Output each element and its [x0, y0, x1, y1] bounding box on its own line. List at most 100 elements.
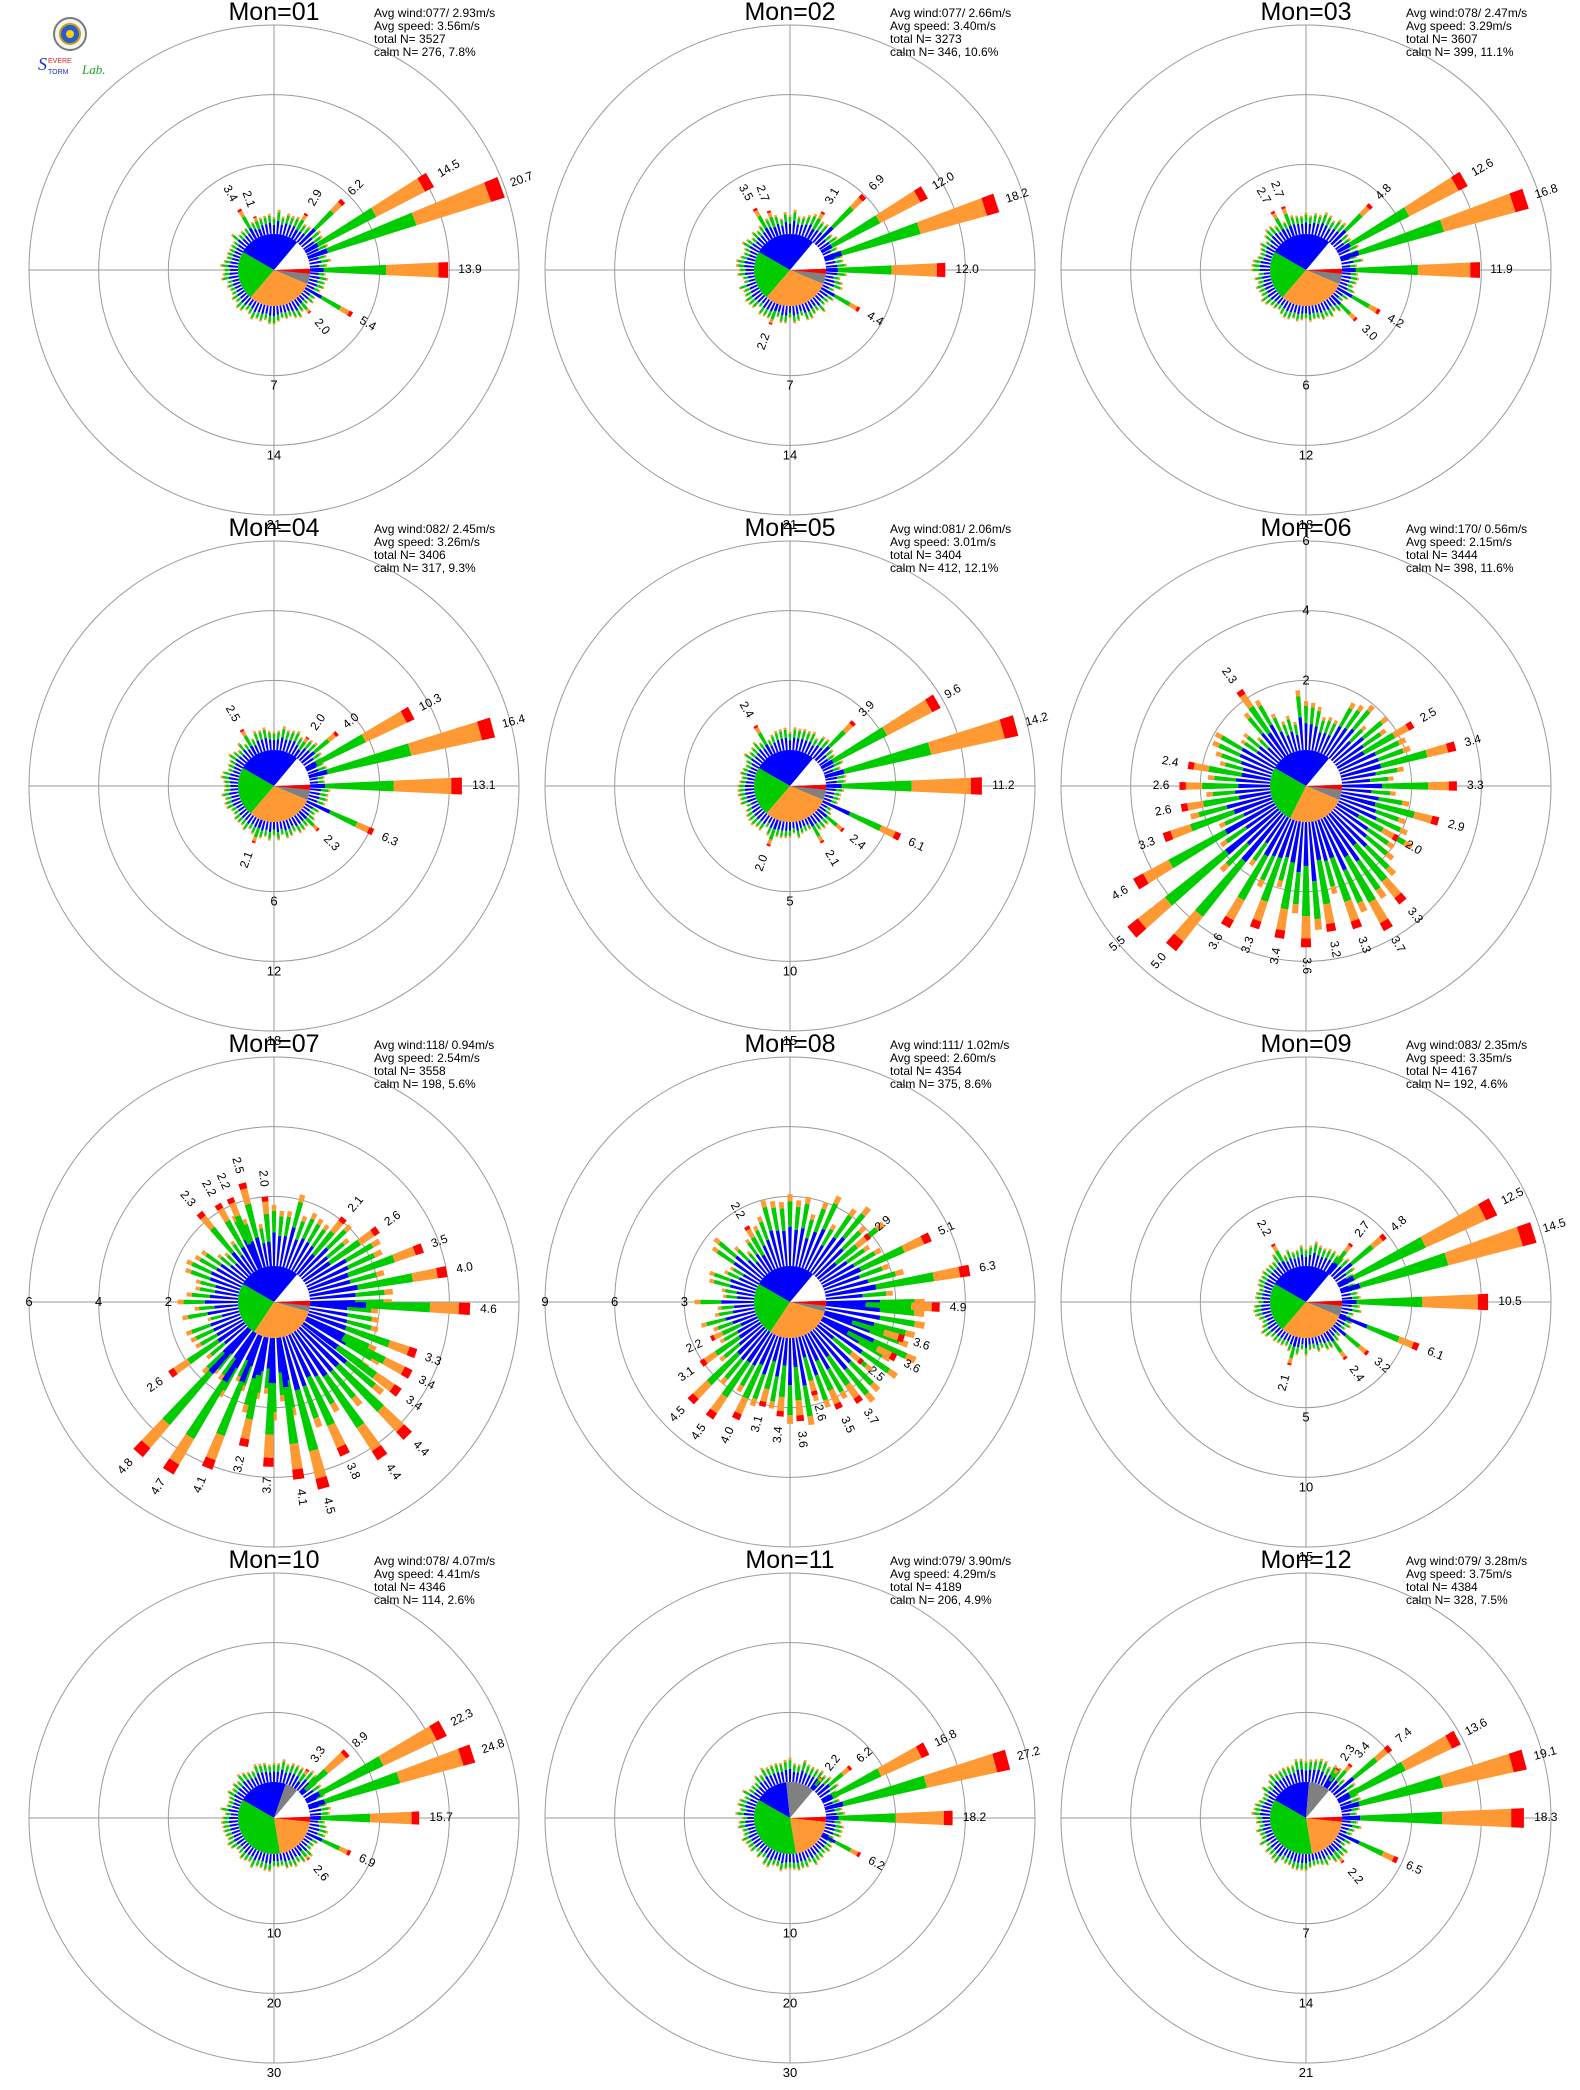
rose-bar: [195, 1342, 202, 1349]
rose-bar: [1338, 1832, 1360, 1845]
rose-bar: [824, 1310, 875, 1327]
rose-bar: [1355, 244, 1359, 248]
rose-bar: [737, 1326, 766, 1355]
rose-bar: [288, 302, 295, 312]
bar-value-label: 2.2: [684, 1336, 705, 1356]
rose-bar: [1353, 258, 1362, 263]
rose-bar: [759, 302, 764, 307]
rose-bar: [1242, 767, 1272, 778]
rose-bar: [1311, 222, 1316, 235]
rose-bar: [1358, 1796, 1361, 1801]
rose-bar: [769, 818, 776, 829]
stats-line: Avg speed: 4.29m/s: [890, 1567, 996, 1581]
rose-bar: [1323, 1259, 1332, 1272]
rose-bar: [1280, 861, 1295, 910]
svg-text:EVERE: EVERE: [48, 58, 72, 65]
rose-bar: [1392, 724, 1410, 739]
rose-bar: [811, 1766, 815, 1770]
rose-bar: [835, 788, 843, 792]
rose-bar: [304, 242, 319, 254]
rose-bar: [1381, 1851, 1395, 1862]
rose-bar: [300, 302, 308, 310]
rose-bar: [276, 832, 280, 839]
rose-bar: [477, 717, 496, 741]
rose-bar: [323, 1771, 401, 1804]
rose-bar: [1344, 1839, 1350, 1844]
rose-bar: [191, 1261, 213, 1275]
rose-bar: [795, 1228, 805, 1267]
center-pie-slice: [274, 758, 310, 786]
rose-bar: [818, 304, 825, 312]
rose-bar: [1254, 1314, 1257, 1317]
rose-bar: [1381, 827, 1395, 840]
rose-bar: [1311, 1769, 1316, 1783]
rose-bar: [709, 1278, 715, 1284]
rose-bar: [1352, 1829, 1355, 1833]
rose-bar: [807, 1776, 815, 1788]
rose-bar: [306, 1223, 321, 1244]
rose-bar: [259, 319, 262, 322]
stats-line: calm N= 206, 4.9%: [890, 1593, 992, 1607]
rose-bar: [1320, 1257, 1328, 1270]
rose-bar: [1281, 721, 1286, 726]
rose-bar: [243, 735, 253, 747]
rose-bar: [1203, 795, 1240, 808]
rose-bar: [1252, 259, 1255, 263]
rose-bar: [265, 1853, 269, 1864]
rose-bar: [1348, 1841, 1352, 1845]
rose-bar: [291, 1775, 300, 1788]
rose-bar: [788, 733, 792, 741]
rose-bar: [1259, 739, 1270, 750]
rose-bar: [1274, 1326, 1282, 1334]
rose-bar: [813, 1208, 827, 1233]
stats-line: total N= 3607: [1406, 32, 1478, 46]
rose-bar: [318, 1824, 326, 1829]
rose-bar: [220, 775, 223, 779]
rose-bar: [1253, 1812, 1260, 1816]
rose-bar: [1330, 1326, 1337, 1333]
rose-bar: [800, 310, 804, 316]
rose-bar: [819, 241, 830, 251]
rose-bar: [814, 1326, 852, 1364]
rose-bar: [1304, 1763, 1308, 1771]
rose-bar: [914, 1309, 925, 1317]
rose-bar: [306, 248, 319, 256]
rose-bar: [221, 264, 229, 268]
rose-bar: [744, 260, 755, 265]
rose-bar: [199, 1333, 218, 1346]
rose-bar: [823, 251, 843, 261]
rose-bar: [267, 213, 271, 216]
rose-bar: [776, 739, 782, 752]
rose-bar: [748, 254, 757, 259]
rose-bar: [1270, 1243, 1276, 1248]
rose-bar: [279, 1853, 283, 1861]
rose-bar: [797, 836, 801, 839]
rose-bar: [841, 259, 844, 263]
stats-line: Avg wind:077/ 2.66m/s: [890, 6, 1011, 20]
rose-bar: [238, 1437, 250, 1448]
panel-title: Mon=05: [744, 514, 835, 542]
rose-bar: [306, 1844, 311, 1850]
rose-bar: [272, 1865, 276, 1867]
rose-bar: [752, 238, 758, 243]
rose-bar: [745, 1823, 755, 1827]
rose-bar: [300, 736, 304, 740]
rose-bar: [1255, 1292, 1258, 1295]
rose-bar: [1336, 751, 1365, 769]
rose-bar: [291, 215, 295, 219]
rose-bar: [825, 1284, 877, 1297]
rose-bar: [735, 1811, 738, 1815]
rose-bar: [299, 1854, 305, 1862]
rose-bar: [742, 277, 745, 280]
rose-bar: [1304, 1869, 1308, 1872]
rose-bar: [737, 793, 740, 797]
rose-bar: [1268, 1786, 1274, 1791]
center-pie-slice: [758, 1265, 817, 1302]
rose-bar: [244, 1845, 252, 1854]
rose-bar: [276, 1771, 280, 1783]
rose-bar: [1194, 858, 1246, 917]
rose-bar: [288, 1773, 296, 1786]
center-pie-slice: [766, 786, 824, 823]
rose-bar: [1316, 1859, 1320, 1864]
rose-bar: [307, 248, 328, 260]
